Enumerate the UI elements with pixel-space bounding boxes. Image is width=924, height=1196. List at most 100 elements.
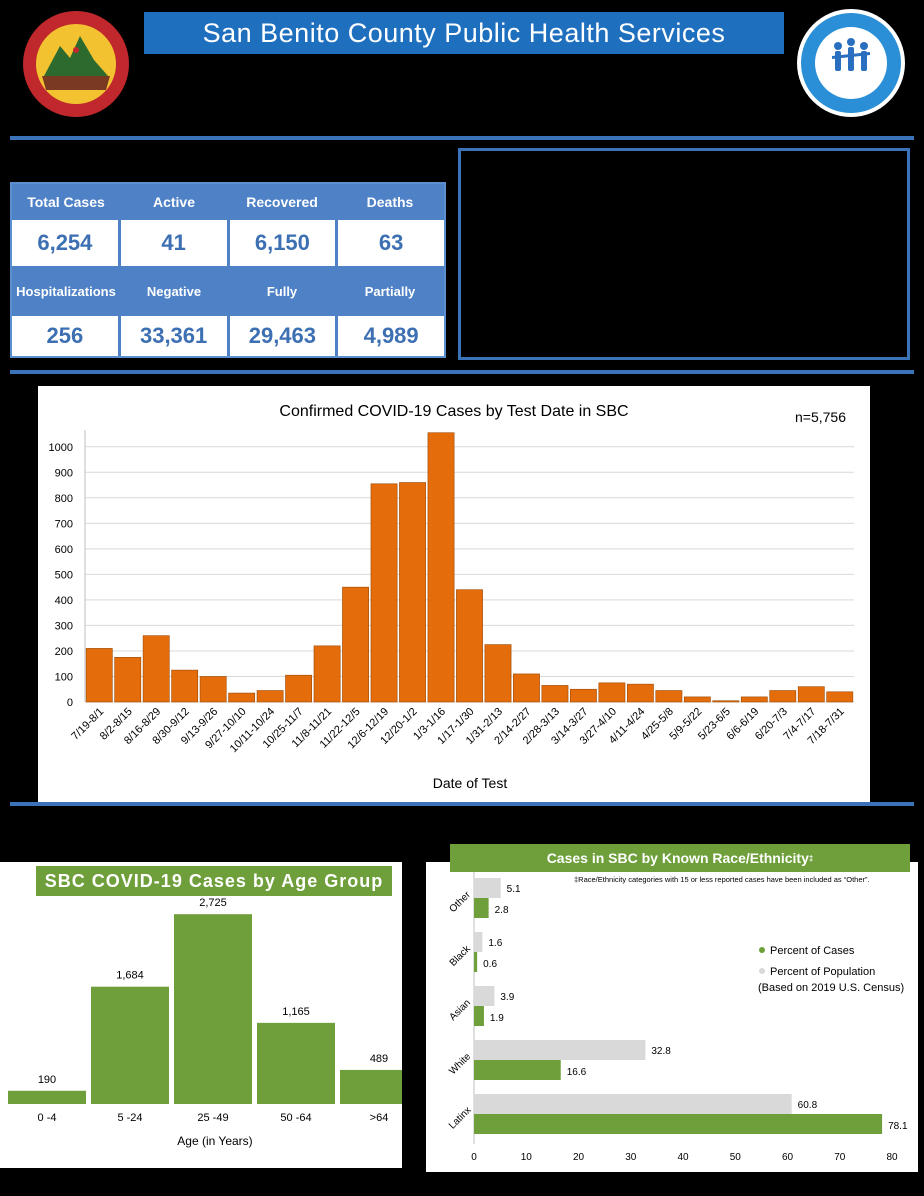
x-tick-label: 80 (886, 1152, 898, 1163)
epi-bar (484, 644, 512, 703)
race-chart-title: Cases in SBC by Known Race/Ethnicity ‡ (450, 844, 910, 872)
category-label: Other (447, 889, 473, 915)
y-tick-label: 200 (55, 646, 73, 658)
stat-header: Deaths (366, 194, 414, 210)
x-tick-label: 50 -64 (280, 1112, 311, 1124)
epi-bar (769, 690, 797, 703)
x-tick-label: 70 (834, 1152, 846, 1163)
epi-bar (655, 690, 683, 703)
epi-bar (370, 483, 398, 703)
epi-bar (228, 692, 256, 703)
cases-bar (474, 898, 489, 918)
age-bar (174, 914, 252, 1104)
x-tick-label: 40 (677, 1152, 689, 1163)
age-bar (8, 1090, 86, 1104)
data-label: 190 (38, 1074, 56, 1086)
stat-value: 6,254 (12, 220, 121, 266)
x-tick-label: 10 (521, 1152, 533, 1163)
y-tick-label: 300 (55, 620, 73, 632)
category-label: Asian (447, 997, 472, 1022)
x-tick-label: 20 (573, 1152, 585, 1163)
x-tick-label: 5 -24 (117, 1112, 142, 1124)
stat-value: 6,150 (230, 220, 339, 266)
data-label: 16.6 (567, 1067, 587, 1078)
y-tick-label: 1000 (49, 442, 73, 454)
data-label: 32.8 (651, 1046, 671, 1057)
stat-header: Partially (364, 283, 416, 299)
population-bar (474, 986, 495, 1006)
epi-bar (256, 690, 284, 703)
x-tick-label: 0 (471, 1152, 477, 1163)
race-chart-title-sup: ‡ (808, 853, 814, 863)
stats-header-row-2: Hospitalizations Negative Fully Partiall… (12, 266, 444, 316)
epi-bar (683, 696, 711, 703)
data-label: 2,725 (199, 897, 227, 909)
x-tick-label: 50 (730, 1152, 742, 1163)
data-label: 489 (370, 1053, 388, 1065)
epi-bar (456, 589, 483, 703)
age-bar (340, 1069, 418, 1104)
epi-bar (114, 657, 142, 703)
x-axis-label: Date of Test (433, 775, 508, 791)
population-bar (474, 932, 483, 952)
legend-note: (Based on 2019 U.S. Census) (758, 982, 904, 994)
header-divider (10, 136, 914, 140)
epi-bar (541, 685, 569, 703)
stat-header: Total Cases (27, 194, 105, 210)
data-label: 60.8 (798, 1100, 818, 1111)
epi-bar (797, 686, 825, 703)
epi-curve-chart: Confirmed COVID-19 Cases by Test Date in… (38, 386, 870, 804)
section-divider-2 (10, 802, 914, 806)
cases-bar (474, 952, 478, 972)
stat-value: 41 (121, 220, 230, 266)
epi-bar (171, 669, 199, 703)
chart-annotation: n=5,756 (795, 409, 846, 425)
legend-label-population: Percent of Population (770, 966, 875, 978)
legend-swatch-population (759, 968, 765, 974)
chart-footnote: ‡Race/Ethnicity categories with 15 or le… (574, 875, 870, 884)
data-label: 1,165 (282, 1006, 310, 1018)
x-tick-label: 0 -4 (38, 1112, 57, 1124)
stat-value: 256 (12, 316, 121, 356)
data-label: 78.1 (888, 1121, 908, 1132)
info-box (458, 148, 910, 360)
age-bar (257, 1022, 335, 1104)
page-title: San Benito County Public Health Services (144, 12, 784, 54)
y-tick-label: 800 (55, 493, 73, 505)
epi-bar (826, 691, 854, 703)
stat-header: Fully (266, 283, 298, 299)
population-bar (474, 1094, 792, 1114)
data-label: 5.1 (507, 884, 521, 895)
stats-value-row-2: 256 33,361 29,463 4,989 (12, 316, 444, 356)
cases-bar (474, 1114, 883, 1134)
epi-bar (513, 673, 540, 703)
x-tick-label: 30 (625, 1152, 637, 1163)
cases-bar (474, 1006, 484, 1026)
epi-bar (85, 648, 113, 703)
case-summary-table: Total Cases Active Recovered Deaths 6,25… (10, 182, 446, 358)
epi-bar (342, 586, 369, 703)
stats-value-row-1: 6,254 41 6,150 63 (12, 220, 444, 266)
data-label: 0.6 (483, 959, 497, 970)
x-tick-label: >64 (370, 1112, 389, 1124)
chart-legend: Percent of Cases Percent of Population (… (758, 945, 904, 994)
data-label: 1,684 (116, 970, 144, 982)
stat-header: Active (152, 194, 196, 210)
section-divider (10, 370, 914, 374)
stats-header-row-1: Total Cases Active Recovered Deaths (12, 184, 444, 220)
epi-bar (598, 682, 626, 703)
category-label: Latinx (447, 1105, 474, 1132)
stat-value: 29,463 (230, 316, 339, 356)
x-axis-label: Age (in Years) (177, 1134, 252, 1148)
category-label: White (447, 1051, 473, 1077)
y-tick-label: 400 (55, 595, 73, 607)
stat-header: Hospitalizations (16, 283, 116, 299)
legend-swatch-cases (759, 947, 765, 953)
epi-bar (570, 688, 597, 703)
x-tick-label: 60 (782, 1152, 794, 1163)
epi-bar (285, 674, 313, 703)
stat-header: Negative (146, 283, 202, 299)
x-tick-label: 25 -49 (197, 1112, 228, 1124)
epi-bar (712, 700, 740, 703)
data-label: 1.6 (488, 938, 502, 949)
